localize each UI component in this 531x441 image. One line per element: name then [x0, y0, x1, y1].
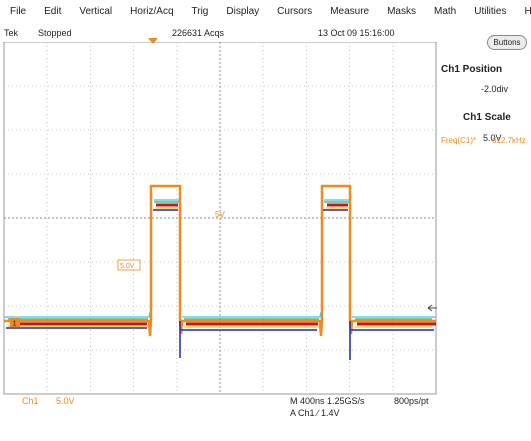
waveform-trace-orange [4, 184, 436, 337]
menu-file[interactable]: File [10, 5, 27, 17]
menu-utilities[interactable]: Utilities [474, 5, 507, 17]
level-box [117, 259, 141, 271]
menu-masks[interactable]: Masks [387, 5, 416, 17]
waveform-trace-red [14, 203, 436, 326]
date-time: 13 Oct 09 15:16:00 [318, 28, 395, 38]
ch1-waveform [4, 184, 436, 360]
trigger-position-marker[interactable] [148, 38, 158, 44]
run-state: Stopped [38, 28, 72, 38]
trigger-level-arrow-icon[interactable] [427, 304, 437, 312]
menu-edit[interactable]: Edit [44, 5, 62, 17]
waveform-trace-blue [6, 209, 434, 360]
record-length-readout: 800ps/pt [394, 396, 429, 406]
ch1-position-title: Ch1 Position [441, 64, 503, 75]
menu-horiz-acq[interactable]: Horiz/Acq [130, 5, 174, 17]
status-bar: Tek Stopped 226631 Acqs 13 Oct 09 15:16:… [0, 28, 531, 40]
scope-display: 5V 5.0V 1 [3, 42, 437, 395]
marker-5v: 5V [215, 210, 225, 219]
acquisition-count: 226631 Acqs [172, 28, 225, 38]
ch1-ground-marker[interactable] [10, 318, 20, 327]
graticule [3, 42, 437, 395]
buttons-toggle-button[interactable]: Buttons [487, 35, 527, 50]
measurement-label: Freq(C1)* [441, 136, 477, 145]
waveform-trace-cyan [4, 199, 436, 318]
ch1-readout-label[interactable]: Ch1 [22, 396, 39, 406]
horizontal-readout[interactable]: M 400ns 1.25GS/s [290, 396, 365, 406]
trigger-readout[interactable]: A Ch1 ∕ 1.4V [290, 408, 340, 418]
menu-cursors[interactable]: Cursors [277, 5, 313, 17]
ch1-readout-scale[interactable]: 5.0V [56, 396, 75, 406]
waveform-trace-yellow [8, 207, 432, 328]
menu-vertical[interactable]: Vertical [79, 5, 113, 17]
ch1-scale-title: Ch1 Scale [463, 112, 511, 123]
menu-measure[interactable]: Measure [330, 5, 370, 17]
waveform-trace-green [8, 201, 432, 320]
measurement-value: 612.7kHz [492, 136, 526, 145]
ch1-ground-marker-label: 1 [13, 319, 17, 328]
menu-help[interactable]: Help [524, 5, 531, 17]
menu-math[interactable]: Math [434, 5, 457, 17]
menu-bar: File Edit Vertical Horiz/Acq Trig Displa… [0, 0, 531, 22]
ch1-position-value[interactable]: -2.0div [481, 84, 509, 94]
brand-label: Tek [4, 28, 19, 38]
side-panel: Buttons Ch1 Position -2.0div Ch1 Scale 5… [441, 30, 531, 330]
menu-display[interactable]: Display [226, 5, 260, 17]
ch1-scale-value[interactable]: 5.0V [483, 133, 502, 143]
level-box-label: 5.0V [120, 263, 135, 270]
menu-trig[interactable]: Trig [191, 5, 209, 17]
